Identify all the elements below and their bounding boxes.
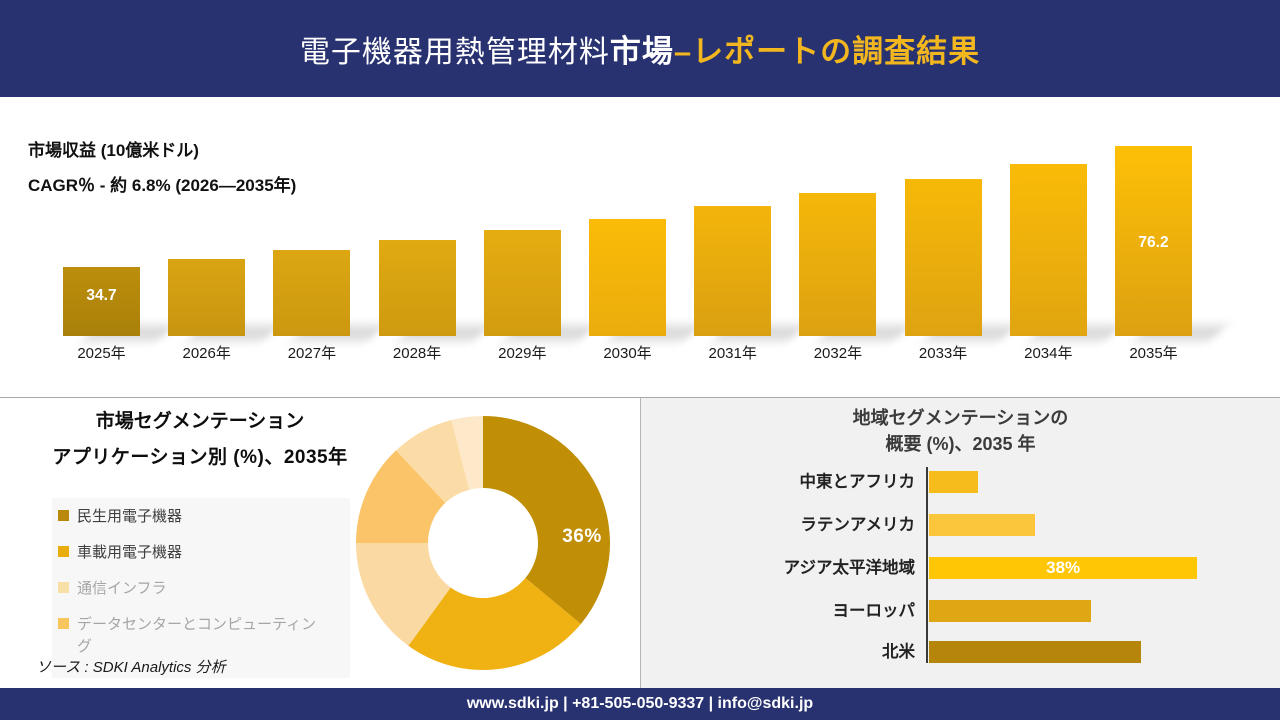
segmentation-title: 市場セグメンテーション: [95, 411, 305, 432]
regional-category-label: アジア太平洋地域: [783, 559, 915, 577]
legend-swatch-icon: [58, 510, 69, 521]
regional-category-label: ヨーロッパ: [832, 602, 916, 620]
revenue-bar: 34.7: [63, 267, 140, 336]
bar-year-label: 2034年: [1024, 345, 1073, 362]
regional-bar: [929, 600, 1092, 622]
bar-value-label: 76.2: [1138, 234, 1169, 251]
legend-item-label: データセンターとコンピューティング: [77, 616, 317, 655]
header-banner: 電子機器用熱管理材料 市場 –レポートの調査結果: [0, 0, 1280, 97]
revenue-bar: [483, 229, 561, 336]
donut-segment: [356, 543, 451, 646]
donut-segment: [451, 416, 483, 490]
revenue-cagr-subtitle: CAGR％ - 約 6.8% (2026―2035年): [28, 176, 297, 195]
regional-bar: [929, 514, 1035, 536]
bar-year-label: 2030年: [603, 345, 652, 362]
revenue-bar: [168, 258, 246, 336]
regional-bar: 38%: [929, 557, 1198, 579]
legend-item: 通信インフラ: [58, 578, 350, 600]
page-title-part1: 電子機器用熱管理材料: [299, 35, 610, 69]
segmentation-panel: 市場セグメンテーション アプリケーション別 (%)、2035年 民生用電子機器車…: [0, 398, 640, 688]
legend-swatch-icon: [58, 546, 69, 557]
footer-contact-bar: www.sdki.jp | +81-505-050-9337 | info@sd…: [0, 688, 1280, 720]
vertical-divider: [640, 398, 641, 688]
legend-item-label: 車載用電子機器: [77, 544, 183, 561]
legend-item: 民生用電子機器: [58, 506, 350, 528]
revenue-bar: [378, 240, 456, 336]
regional-axis-line: [926, 467, 928, 663]
bar-year-label: 2027年: [287, 345, 337, 362]
legend-swatch-icon: [58, 618, 69, 629]
horizontal-divider: [0, 397, 1280, 398]
source-note: ソース : SDKI Analytics 分析: [36, 659, 226, 676]
revenue-bar: [273, 250, 351, 336]
revenue-bar: [589, 218, 666, 336]
regional-title: 地域セグメンテーションの: [852, 408, 1069, 428]
regional-category-label: ラテンアメリカ: [800, 516, 915, 534]
page-title-part2: 市場: [609, 34, 674, 69]
regional-bar-value-label: 38%: [1046, 558, 1081, 577]
regional-category-label: 中東とアフリカ: [799, 473, 916, 491]
regional-bar: [929, 471, 979, 493]
regional-bar: [929, 641, 1141, 663]
revenue-bar: [694, 206, 772, 336]
legend-item: データセンターとコンピューティング: [58, 614, 350, 658]
donut-segment: [396, 419, 470, 503]
revenue-bar-chart: 34.7 2025年 2026年 2027年 2028年 2029年 2030年 2031年 2…: [63, 146, 1227, 362]
revenue-bar: [1009, 163, 1087, 336]
bar-value-label: 34.7: [86, 287, 117, 304]
donut-segment: [356, 450, 446, 543]
footer-contact-text: www.sdki.jp | +81-505-050-9337 | info@sd…: [466, 695, 814, 712]
revenue-bar: 76.2: [1115, 146, 1192, 336]
donut-slice-label: 36%: [562, 526, 602, 547]
revenue-bar: [904, 178, 982, 336]
bar-year-label: 2032年: [813, 345, 863, 362]
revenue-bar: [799, 193, 877, 336]
bar-year-label: 2028年: [392, 345, 442, 362]
regional-panel: 地域セグメンテーションの 概要 (%)、2035 年 中東とアフリカ ラテンアメリ…: [641, 398, 1280, 688]
donut-segment: [483, 416, 610, 624]
regional-subtitle: 概要 (%)、2035 年: [885, 434, 1036, 454]
segmentation-legend: 民生用電子機器 車載用電子機器 通信インフラデータセンターとコンピューティング: [52, 498, 350, 678]
donut-segment: [408, 578, 581, 670]
legend-item: 車載用電子機器: [58, 542, 350, 564]
regional-category-label: 北米: [882, 643, 915, 661]
segmentation-subtitle: アプリケーション別 (%)、2035年: [52, 447, 348, 468]
legend-swatch-icon: [58, 582, 69, 593]
bar-year-label: 2029年: [498, 345, 547, 362]
bar-year-label: 2031年: [708, 345, 757, 362]
revenue-chart-title: 市場収益 (10億米ドル): [28, 141, 199, 160]
bar-year-label: 2026年: [182, 345, 231, 362]
segmentation-donut-chart: [356, 416, 610, 670]
legend-item-label: 通信インフラ: [77, 580, 167, 597]
bar-year-label: 2025年: [77, 345, 126, 362]
legend-item-label: 民生用電子機器: [77, 508, 183, 525]
bar-year-label: 2035年: [1129, 345, 1178, 362]
page-title-part3: –レポートの調査結果: [673, 34, 981, 69]
bar-year-label: 2033年: [918, 345, 968, 362]
